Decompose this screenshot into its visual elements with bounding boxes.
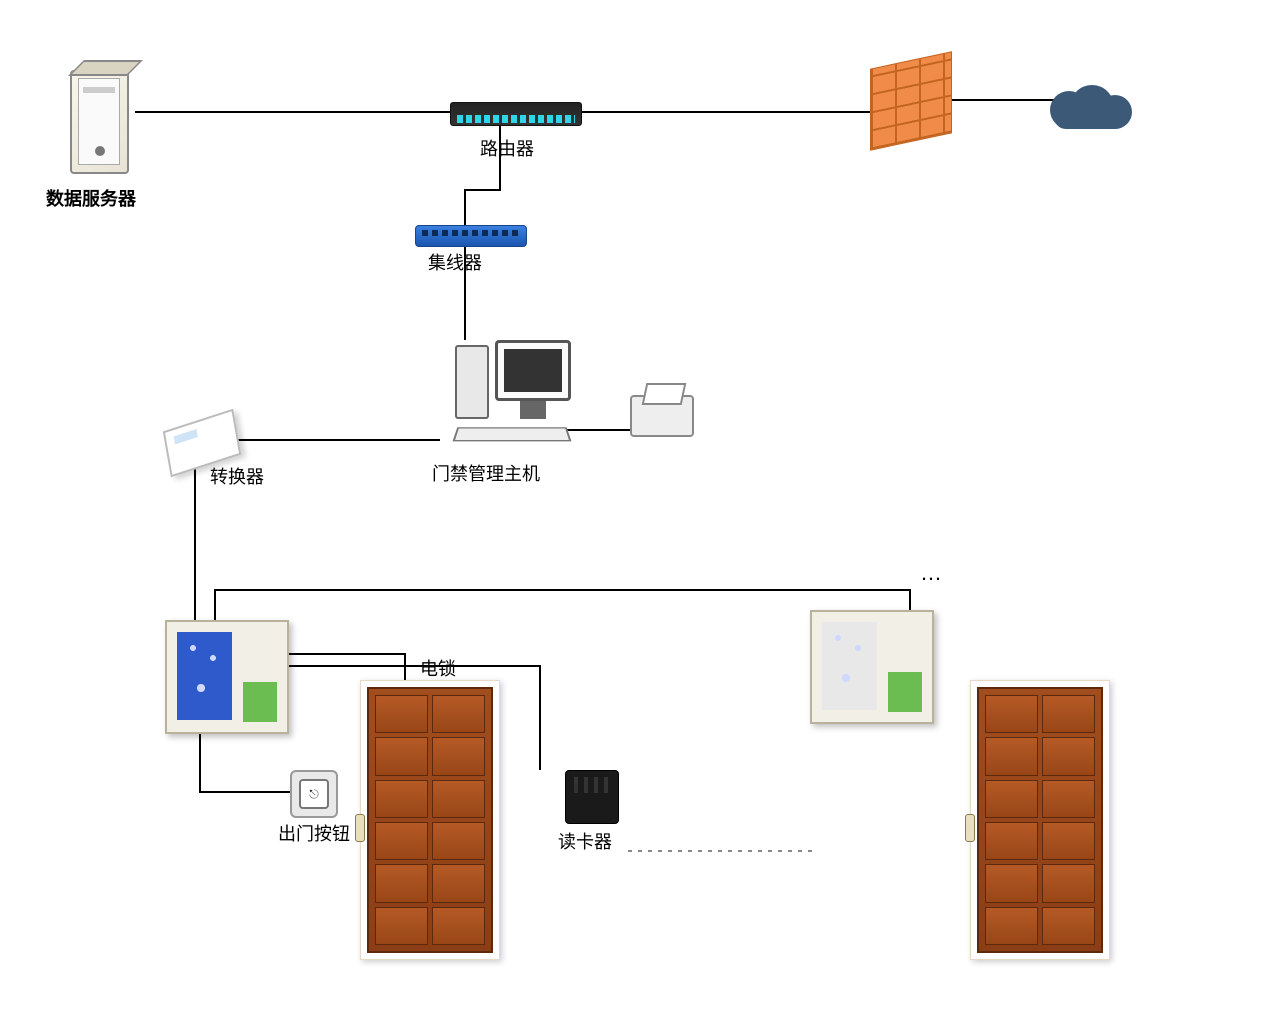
converter-node — [165, 420, 239, 466]
door-2 — [970, 680, 1110, 960]
panel-icon — [810, 610, 934, 724]
panel-icon — [165, 620, 289, 734]
hub-node — [415, 225, 527, 247]
converter-label: 转换器 — [210, 463, 264, 489]
host-label: 门禁管理主机 — [432, 460, 540, 486]
server-icon — [70, 70, 129, 174]
keyboard-icon — [452, 427, 571, 441]
exit-button-label: 出门按钮 — [278, 820, 350, 846]
server-node — [70, 70, 129, 174]
exit-button-node: ⎋ — [290, 770, 338, 818]
continuation-ellipsis: … — [920, 560, 942, 586]
router-label: 路由器 — [480, 135, 534, 161]
server-label: 数据服务器 — [46, 185, 136, 211]
router-icon — [450, 102, 582, 126]
card-reader-label: 读卡器 — [558, 828, 612, 854]
firewall-icon — [870, 51, 952, 150]
elock-label: 电锁 — [420, 655, 456, 681]
dotted-connector — [628, 850, 818, 852]
controller-panel-2 — [810, 610, 934, 724]
router-node — [450, 102, 582, 126]
monitor-icon — [495, 340, 571, 401]
cloud-icon — [1050, 85, 1130, 127]
printer-node — [630, 395, 694, 437]
card-reader-node — [565, 770, 619, 824]
reader-icon — [565, 770, 619, 824]
controller-panel-1 — [165, 620, 289, 734]
printer-icon — [630, 395, 694, 437]
cloud-node — [1050, 85, 1130, 127]
door-1 — [360, 680, 500, 960]
firewall-node — [870, 60, 952, 142]
host-node — [455, 340, 571, 445]
hub-label: 集线器 — [428, 252, 478, 275]
door-icon — [970, 680, 1110, 960]
door-icon — [360, 680, 500, 960]
hub-icon — [415, 225, 527, 247]
exit-button-icon: ⎋ — [290, 770, 338, 818]
